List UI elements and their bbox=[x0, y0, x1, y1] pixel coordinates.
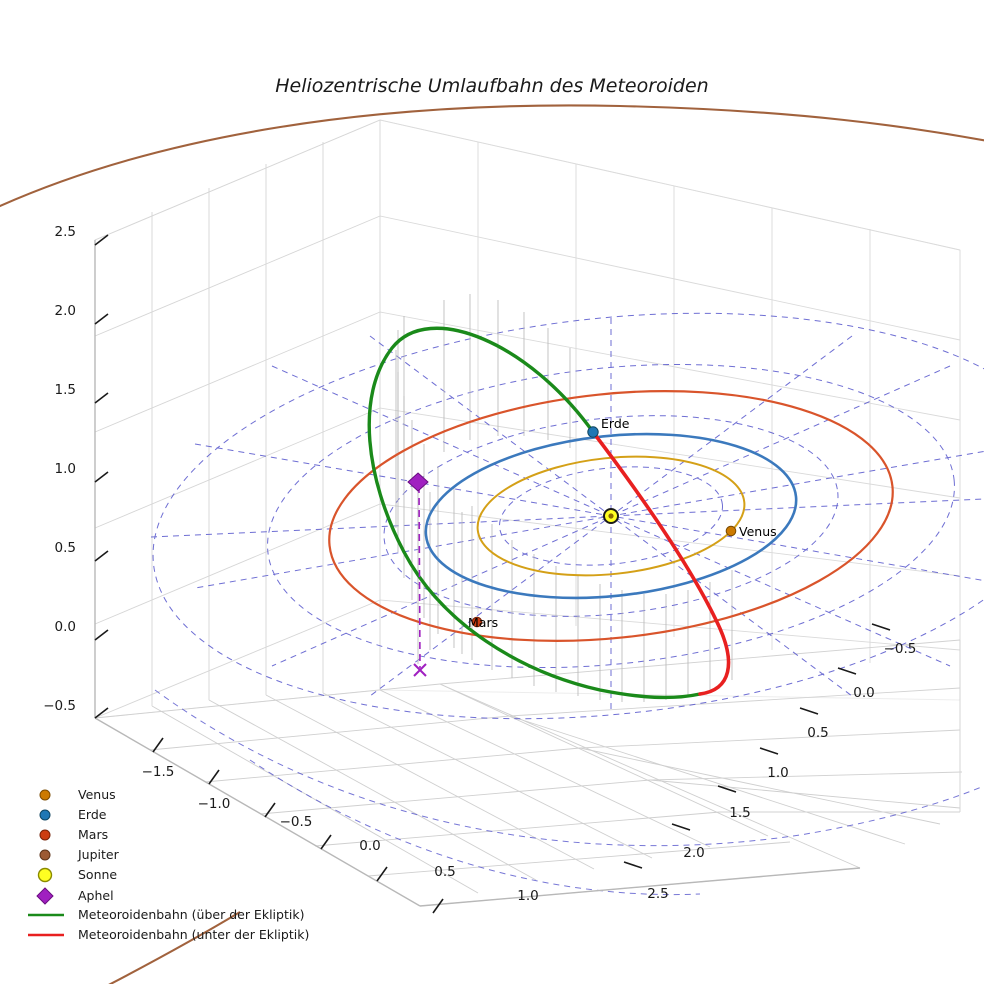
z-tick-label: 1.5 bbox=[55, 382, 76, 398]
marker-venus bbox=[725, 525, 737, 537]
y-tick-label: 2.5 bbox=[647, 886, 668, 902]
legend-label: Sonne bbox=[78, 867, 117, 882]
y-tick-label: 0.0 bbox=[853, 685, 874, 701]
y-tick-label: 0.5 bbox=[807, 725, 828, 741]
x-tick-labels: −1.5 −1.0 −0.5 0.0 0.5 1.0 bbox=[142, 764, 539, 904]
legend-label: Mars bbox=[78, 827, 108, 842]
x-tick-label: −1.0 bbox=[198, 796, 231, 812]
grid-floor-right bbox=[439, 639, 963, 813]
x-tick-marks bbox=[152, 737, 444, 914]
legend-marker-mars-icon bbox=[39, 829, 51, 841]
z-tick-labels: −0.5 0.0 0.5 1.0 1.5 2.0 2.5 bbox=[43, 224, 76, 714]
axis-spines bbox=[94, 240, 861, 907]
orbit-jupiter bbox=[0, 104, 984, 984]
label-venus: Venus bbox=[739, 524, 777, 539]
orbit-erde bbox=[424, 432, 798, 600]
marker-erde bbox=[587, 426, 599, 438]
x-tick-label: 0.0 bbox=[359, 838, 380, 854]
x-tick-label: −0.5 bbox=[280, 814, 313, 830]
z-tick-label: 2.5 bbox=[55, 224, 76, 240]
y-tick-label: 1.0 bbox=[767, 765, 788, 781]
label-erde: Erde bbox=[601, 416, 630, 431]
legend-label: Meteoroidenbahn (unter der Ekliptik) bbox=[78, 927, 309, 942]
z-tick-marks bbox=[94, 234, 109, 719]
legend: Venus Erde Mars Jupiter Sonne Aphel Mete… bbox=[28, 787, 309, 942]
grid-floor bbox=[94, 683, 961, 907]
legend-label: Meteoroidenbahn (über der Ekliptik) bbox=[78, 907, 304, 922]
aphel-projection-marker bbox=[413, 663, 427, 677]
legend-label: Erde bbox=[78, 807, 107, 822]
marker-mars bbox=[471, 616, 483, 628]
orbit-venus bbox=[476, 455, 746, 577]
z-tick-label: 0.0 bbox=[55, 619, 76, 635]
legend-marker-aphel-icon bbox=[36, 887, 54, 905]
aphel-marker bbox=[407, 472, 429, 492]
meteoroid-track-below bbox=[591, 430, 731, 696]
polar-grid-front-arcs bbox=[154, 689, 984, 896]
legend-marker-erde-icon bbox=[39, 809, 51, 821]
x-tick-label: 1.0 bbox=[517, 888, 538, 904]
page-title: Heliozentrische Umlaufbahn des Meteoroid… bbox=[275, 75, 708, 97]
y-tick-label: 2.0 bbox=[683, 845, 704, 861]
legend-marker-jupiter-icon bbox=[39, 849, 51, 861]
x-tick-label: −1.5 bbox=[142, 764, 175, 780]
meteoroid-track-above bbox=[367, 326, 702, 700]
z-tick-label: 0.5 bbox=[55, 540, 76, 556]
y-tick-marks bbox=[623, 623, 891, 869]
legend-label: Jupiter bbox=[77, 847, 120, 862]
legend-marker-sonne-icon bbox=[37, 867, 53, 883]
legend-marker-venus-icon bbox=[39, 789, 51, 801]
z-tick-label: 1.0 bbox=[55, 461, 76, 477]
legend-label: Venus bbox=[78, 787, 116, 802]
y-tick-labels: −0.5 0.0 0.5 1.0 1.5 2.0 2.5 bbox=[647, 641, 916, 902]
legend-label: Aphel bbox=[78, 888, 114, 903]
z-tick-label: −0.5 bbox=[43, 698, 76, 714]
y-tick-label: −0.5 bbox=[884, 641, 917, 657]
aphel-dropline bbox=[418, 485, 421, 669]
orbit-mars bbox=[328, 390, 894, 642]
x-tick-label: 0.5 bbox=[434, 864, 455, 880]
z-tick-label: 2.0 bbox=[55, 303, 76, 319]
y-tick-label: 1.5 bbox=[729, 805, 750, 821]
marker-sonne bbox=[603, 508, 619, 524]
label-mars: Mars bbox=[468, 615, 498, 630]
